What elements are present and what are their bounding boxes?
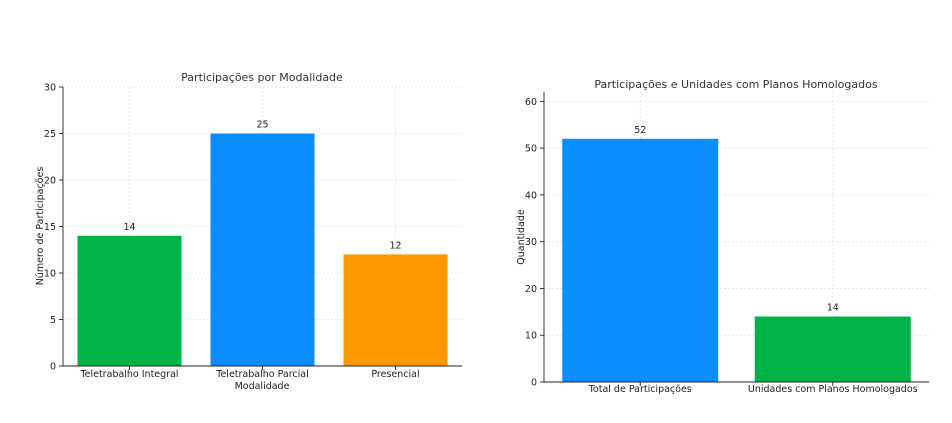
x-axis-label: Modalidade [235, 381, 290, 392]
y-tick-label: 25 [44, 129, 56, 140]
x-tick-label: Presencial [371, 369, 419, 380]
chart-participacoes-por-modalidade: Participações por Modalidade Número de P… [35, 71, 462, 392]
chart-participacoes-e-unidades: Participações e Unidades com Planos Homo… [516, 78, 929, 395]
y-tick-label: 50 [525, 144, 537, 155]
y-tick-label: 40 [525, 190, 537, 201]
bar-presencial [343, 254, 448, 366]
y-axis-label: Número de Participações [35, 167, 46, 286]
x-tick-label: Teletrabalho Parcial [215, 369, 308, 380]
chart-title: Participações e Unidades com Planos Homo… [594, 78, 877, 91]
bar-teletrabalho-integral [77, 235, 182, 366]
y-tick-label: 10 [44, 269, 56, 280]
data-label: 14 [827, 303, 839, 314]
y-tick-label: 30 [525, 237, 537, 248]
bar-unidades-com-planos-homologados [754, 316, 911, 382]
chart-title: Participações por Modalidade [181, 71, 343, 84]
data-label: 14 [123, 222, 135, 233]
y-tick-label: 10 [525, 331, 537, 342]
bar-total-de-participa-es [562, 138, 719, 382]
data-label: 52 [634, 125, 646, 136]
y-tick-label: 15 [44, 222, 56, 233]
y-tick-label: 30 [44, 83, 56, 94]
data-label: 12 [389, 240, 401, 251]
x-tick-label: Teletrabalho Integral [79, 369, 178, 380]
y-tick-label: 20 [525, 284, 537, 295]
x-tick-label: Unidades com Planos Homologados [748, 384, 918, 395]
bar-teletrabalho-parcial [210, 133, 315, 366]
y-tick-label: 0 [531, 378, 537, 389]
y-tick-label: 20 [44, 176, 56, 187]
y-tick-label: 60 [525, 97, 537, 108]
y-tick-label: 5 [50, 315, 56, 326]
y-tick-label: 0 [50, 362, 56, 373]
y-axis-label: Quantidade [516, 209, 527, 265]
x-tick-label: Total de Participações [588, 384, 692, 395]
data-label: 25 [256, 120, 268, 131]
